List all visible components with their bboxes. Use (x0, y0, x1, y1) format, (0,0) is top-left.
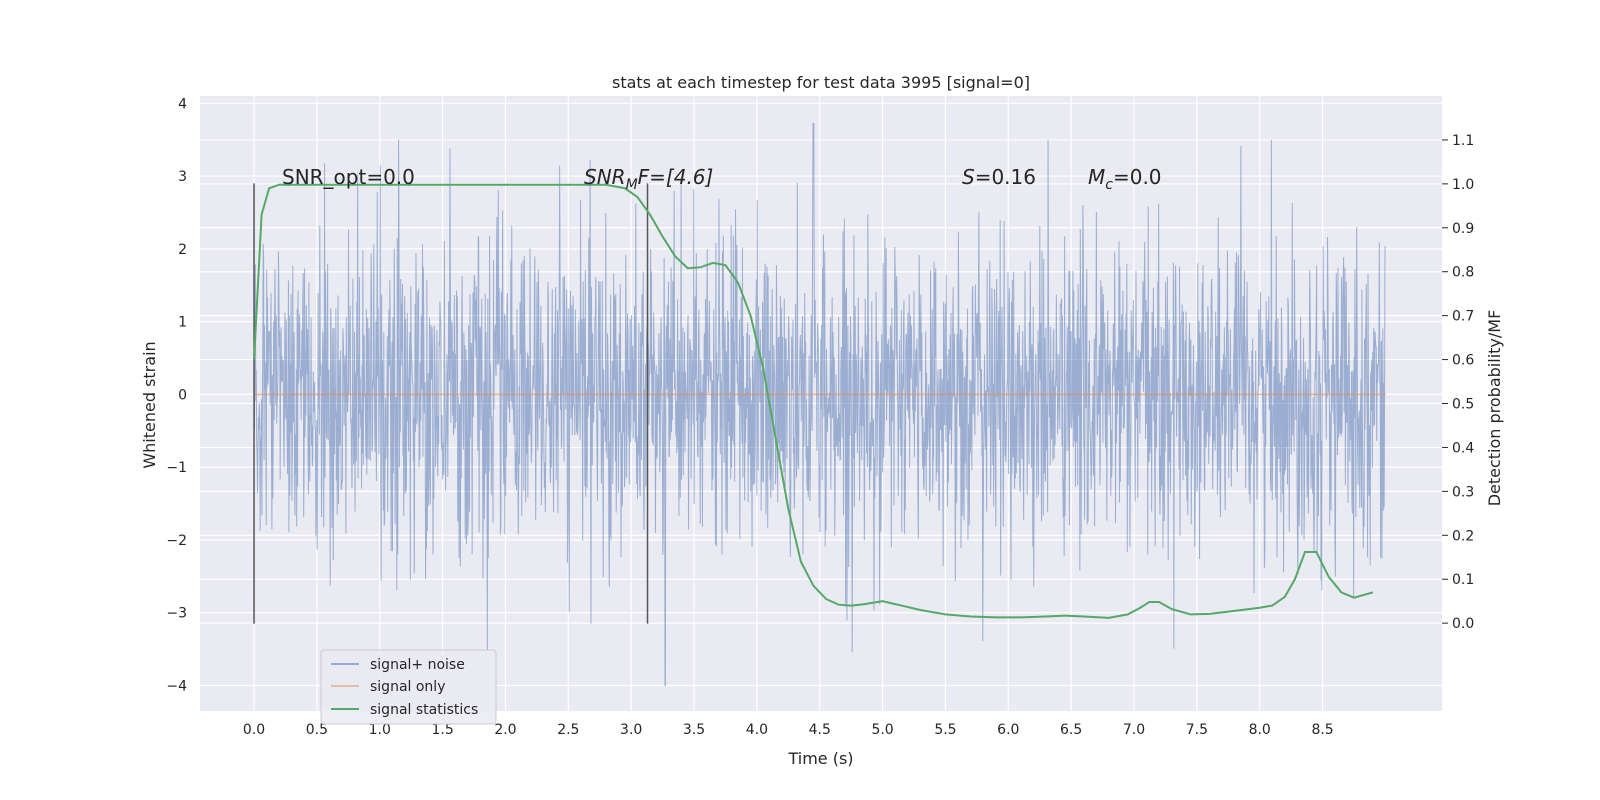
x-tick-label: 7.0 (1123, 722, 1145, 738)
x-tick-label: 0.0 (243, 722, 265, 738)
x-tick-label: 5.0 (871, 722, 893, 738)
right-tick-label: 1.1 (1452, 133, 1474, 149)
x-tick-labels: 0.0 0.5 1.0 1.5 2.0 2.5 3.0 3.5 4.0 4.5 5.0 5.5 6.0 6… (243, 722, 1334, 738)
x-tick-label: 2.5 (557, 722, 579, 738)
right-tick-label: 0.7 (1452, 309, 1474, 325)
chart-title: stats at each timestep for test data 399… (612, 73, 1030, 92)
legend: signal+ noise signal only signal statist… (320, 649, 497, 725)
legend-label-signal-statistics: signal statistics (370, 702, 478, 718)
x-tick-label: 8.5 (1311, 722, 1333, 738)
legend-label-signal-only: signal only (370, 679, 445, 695)
annotation-s: S=0.16 (962, 165, 1036, 189)
x-tick-label: 6.5 (1060, 722, 1082, 738)
x-tick-label: 2.0 (494, 722, 516, 738)
right-tick-label: 0.8 (1452, 265, 1474, 281)
y-right-axis-label: Detection probability/MF (1485, 310, 1504, 507)
y-axis-label: Whitened strain (140, 341, 159, 468)
right-tick-labels: 0.0 0.1 0.2 0.3 0.4 0.5 0.6 0.7 0.8 0.9 1.0 1.1 (1442, 133, 1474, 632)
x-tick-label: 5.5 (934, 722, 956, 738)
series-signal-noise (253, 123, 1386, 687)
x-tick-label: 4.0 (746, 722, 768, 738)
x-tick-label: 7.5 (1186, 722, 1208, 738)
y-tick-label: −2 (166, 533, 187, 549)
y-tick-label: 0 (178, 387, 187, 403)
right-tick-label: 0.6 (1452, 353, 1474, 369)
y-tick-labels: −4 −3 −2 −1 0 1 2 3 4 (166, 96, 187, 694)
x-axis-label: Time (s) (787, 749, 853, 768)
x-tick-label: 6.0 (997, 722, 1019, 738)
vertical-markers (253, 183, 649, 624)
x-tick-label: 4.5 (809, 722, 831, 738)
y-tick-label: −1 (166, 460, 187, 476)
annotation-mc: Mc=0.0 (1088, 165, 1162, 193)
y-tick-label: 4 (178, 96, 187, 112)
right-tick-label: 0.1 (1452, 572, 1474, 588)
y-tick-label: −4 (166, 679, 187, 695)
y-tick-label: 1 (178, 315, 187, 331)
plot-area (253, 123, 1386, 687)
x-tick-label: 3.0 (620, 722, 642, 738)
x-tick-label: 3.5 (683, 722, 705, 738)
right-tick-label: 0.9 (1452, 221, 1474, 237)
right-tick-label: 1.0 (1452, 177, 1474, 193)
right-tick-label: 0.2 (1452, 528, 1474, 544)
x-tick-label: 1.5 (431, 722, 453, 738)
legend-label-signal-noise: signal+ noise (370, 657, 465, 673)
right-tick-label: 0.3 (1452, 484, 1474, 500)
x-tick-label: 8.0 (1249, 722, 1271, 738)
series-signal-statistics (253, 183, 1374, 619)
right-tick-label: 0.4 (1452, 440, 1474, 456)
annotation-snr-mf: SNRMF=[4.6] (584, 165, 713, 193)
x-tick-label: 0.5 (306, 722, 328, 738)
legend-box (320, 649, 497, 725)
y-tick-label: −3 (166, 606, 187, 622)
x-tick-label: 1.0 (369, 722, 391, 738)
y-tick-label: 3 (178, 169, 187, 185)
right-tick-label: 0.5 (1452, 397, 1474, 413)
y-tick-label: 2 (178, 242, 187, 258)
annotation-snr-opt: SNR_opt=0.0 (282, 165, 415, 189)
right-tick-label: 0.0 (1452, 616, 1474, 632)
